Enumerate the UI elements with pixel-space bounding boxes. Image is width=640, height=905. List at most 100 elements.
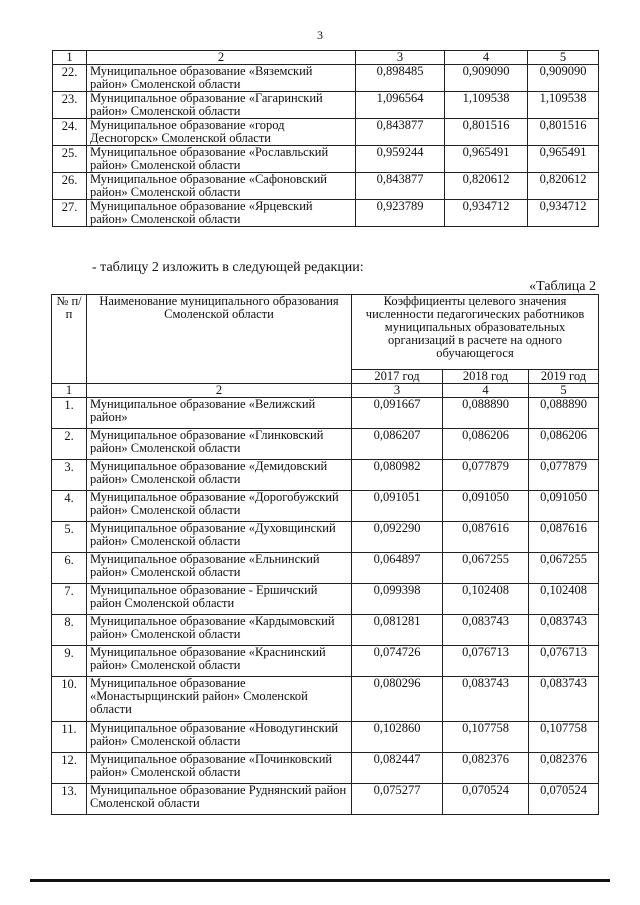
footer-rule xyxy=(30,879,610,882)
row-number: 8. xyxy=(51,614,87,646)
table-row: 11. Муниципальное образование «Новодугинс… xyxy=(51,721,600,753)
table-row: 10. Муниципальное образование «Монастырщи… xyxy=(51,676,600,722)
coefficient-value: 0,820612 xyxy=(444,172,528,200)
table-row: 26. Муниципальное образование «Сафоновски… xyxy=(52,172,599,200)
municipality-name: Муниципальное образование «Сафоновский р… xyxy=(86,172,356,200)
row-number: 27. xyxy=(52,199,87,227)
row-number: 25. xyxy=(52,145,87,173)
coefficient-value: 0,064897 xyxy=(351,552,443,584)
col-number: 5 xyxy=(527,50,599,65)
coefficient-value: 0,091051 xyxy=(351,490,443,522)
coefficient-value: 0,086206 xyxy=(442,428,529,460)
coefficient-value: 0,080296 xyxy=(351,676,443,722)
coefficient-value: 0,965491 xyxy=(527,145,599,173)
table-row: 2. Муниципальное образование «Глинковский… xyxy=(51,428,600,460)
coefficient-value: 1,096564 xyxy=(355,91,445,119)
table-row: 4. Муниципальное образование «Дорогобужск… xyxy=(51,490,600,522)
coefficient-value: 0,102860 xyxy=(351,721,443,753)
col-number: 1 xyxy=(51,383,87,398)
header-year: 2017 год xyxy=(351,369,443,384)
table-1-continuation: 1 2 3 4 5 22. Муниципальное образование «… xyxy=(52,50,599,227)
coefficient-value: 0,102408 xyxy=(527,583,600,615)
coefficient-value: 0,080982 xyxy=(351,459,443,491)
coefficient-value: 0,843877 xyxy=(355,118,445,146)
coefficient-value: 0,075277 xyxy=(351,783,443,815)
coefficient-value: 0,070524 xyxy=(442,783,529,815)
row-number: 9. xyxy=(51,645,87,677)
page-number: 3 xyxy=(317,28,323,42)
table-row: 23. Муниципальное образование «Гагарински… xyxy=(52,91,599,119)
coefficient-value: 0,091667 xyxy=(351,397,443,429)
coefficient-value: 0,083743 xyxy=(527,614,600,646)
table-row: 12. Муниципальное образование «Починковск… xyxy=(51,752,600,784)
coefficient-value: 0,959244 xyxy=(355,145,445,173)
coefficient-value: 0,088890 xyxy=(442,397,529,429)
row-number: 11. xyxy=(51,721,87,753)
row-number: 26. xyxy=(52,172,87,200)
municipality-name: Муниципальное образование Руднянский рай… xyxy=(86,783,352,815)
table-row: 1. Муниципальное образование «Велижский р… xyxy=(51,397,600,429)
col-number: 2 xyxy=(86,383,352,398)
row-number: 5. xyxy=(51,521,87,553)
municipality-name: Муниципальное образование «Вяземский рай… xyxy=(86,64,356,92)
coefficient-value: 0,820612 xyxy=(527,172,599,200)
table-row: 9. Муниципальное образование «Краснинский… xyxy=(51,645,600,677)
coefficient-value: 0,909090 xyxy=(527,64,599,92)
municipality-name: Муниципальное образование «Велижский рай… xyxy=(86,397,352,429)
row-number: 4. xyxy=(51,490,87,522)
coefficient-value: 0,087616 xyxy=(527,521,600,553)
coefficient-value: 0,083743 xyxy=(442,614,529,646)
coefficient-value: 0,107758 xyxy=(527,721,600,753)
col-number: 1 xyxy=(52,50,87,65)
coefficient-value: 0,070524 xyxy=(527,783,600,815)
row-number: 10. xyxy=(51,676,87,722)
municipality-name: Муниципальное образование «Духовщинский … xyxy=(86,521,352,553)
col-number: 3 xyxy=(351,383,443,398)
row-number: 2. xyxy=(51,428,87,460)
row-number: 6. xyxy=(51,552,87,584)
column-number-row: 1 2 3 4 5 xyxy=(51,383,600,398)
table-row: 24. Муниципальное образование «город Десн… xyxy=(52,118,599,146)
coefficient-value: 0,077879 xyxy=(442,459,529,491)
coefficient-value: 0,067255 xyxy=(442,552,529,584)
table-row: 25. Муниципальное образование «Рославльск… xyxy=(52,145,599,173)
coefficient-value: 0,076713 xyxy=(527,645,600,677)
coefficient-value: 0,067255 xyxy=(527,552,600,584)
row-number: 13. xyxy=(51,783,87,815)
col-number: 3 xyxy=(355,50,445,65)
table-caption: «Таблица 2 xyxy=(529,279,596,294)
coefficient-value: 0,934712 xyxy=(444,199,528,227)
coefficient-value: 0,099398 xyxy=(351,583,443,615)
municipality-name: Муниципальное образование «Новодугинский… xyxy=(86,721,352,753)
coefficient-value: 1,109538 xyxy=(527,91,599,119)
municipality-name: Муниципальное образование «Починковский … xyxy=(86,752,352,784)
coefficient-value: 0,083743 xyxy=(442,676,529,722)
coefficient-value: 0,092290 xyxy=(351,521,443,553)
coefficient-value: 0,801516 xyxy=(527,118,599,146)
coefficient-value: 0,923789 xyxy=(355,199,445,227)
table-row: 8. Муниципальное образование «Кардымовски… xyxy=(51,614,600,646)
municipality-name: Муниципальное образование «Демидовский р… xyxy=(86,459,352,491)
coefficient-value: 0,843877 xyxy=(355,172,445,200)
header-num: № п/п xyxy=(51,294,87,384)
coefficient-value: 0,087616 xyxy=(442,521,529,553)
coefficient-value: 0,074726 xyxy=(351,645,443,677)
row-number: 3. xyxy=(51,459,87,491)
header-year: 2018 год xyxy=(442,369,529,384)
coefficient-value: 0,083743 xyxy=(527,676,600,722)
header-coefficients: Коэффициенты целевого значения численнос… xyxy=(350,294,600,370)
coefficient-value: 0,088890 xyxy=(527,397,600,429)
municipality-name: Муниципальное образование - Ершичский ра… xyxy=(86,583,352,615)
municipality-name: Муниципальное образование «Ярцевский рай… xyxy=(86,199,356,227)
table-row: 6. Муниципальное образование «Ельнинский … xyxy=(51,552,600,584)
table-row: 7. Муниципальное образование - Ершичский … xyxy=(51,583,600,615)
municipality-name: Муниципальное образование «Краснинский р… xyxy=(86,645,352,677)
coefficient-value: 0,086206 xyxy=(527,428,600,460)
coefficient-value: 0,107758 xyxy=(442,721,529,753)
municipality-name: Муниципальное образование «Глинковский р… xyxy=(86,428,352,460)
row-number: 7. xyxy=(51,583,87,615)
table-row: 22. Муниципальное образование «Вяземский … xyxy=(52,64,599,92)
table-row: 5. Муниципальное образование «Духовщински… xyxy=(51,521,600,553)
coefficient-value: 0,102408 xyxy=(442,583,529,615)
municipality-name: Муниципальное образование «Кардымовский … xyxy=(86,614,352,646)
